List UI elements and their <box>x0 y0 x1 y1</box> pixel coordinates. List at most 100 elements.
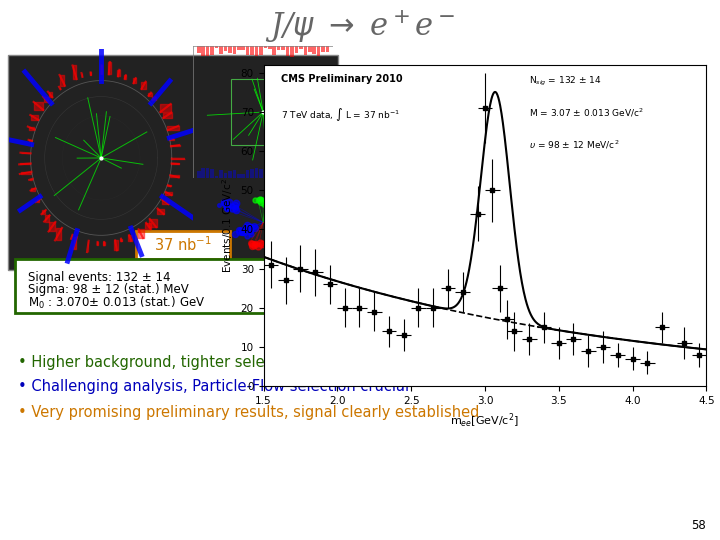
Point <box>299 232 310 240</box>
Bar <box>268 46 271 49</box>
Point <box>276 211 287 219</box>
Bar <box>215 46 218 48</box>
Point <box>266 215 278 224</box>
Point <box>246 239 257 247</box>
Y-axis label: Events/0.1 GeV/c$^2$: Events/0.1 GeV/c$^2$ <box>220 178 235 273</box>
Point <box>230 203 242 212</box>
Point <box>249 239 261 248</box>
Point <box>282 229 294 238</box>
Bar <box>312 46 316 54</box>
Point <box>269 214 281 223</box>
Point <box>229 230 240 238</box>
Bar <box>264 176 267 178</box>
Point <box>300 233 311 242</box>
Point <box>255 239 266 248</box>
Point <box>222 201 234 210</box>
Point <box>245 230 256 239</box>
Point <box>274 217 285 225</box>
Point <box>291 234 302 242</box>
Point <box>234 225 246 233</box>
Point <box>230 204 241 212</box>
Bar <box>255 168 258 178</box>
Bar <box>237 174 240 178</box>
Text: 7 TeV data, $\int$ L = 37 nb$^{-1}$: 7 TeV data, $\int$ L = 37 nb$^{-1}$ <box>282 106 400 124</box>
Text: N$_{sig}$ = 132 $\pm$ 14: N$_{sig}$ = 132 $\pm$ 14 <box>529 75 602 87</box>
Point <box>290 212 302 221</box>
Bar <box>317 46 320 56</box>
Bar <box>197 46 201 53</box>
Point <box>273 214 284 223</box>
Point <box>248 242 259 251</box>
Point <box>249 224 261 232</box>
Text: • Higher background, tighter selection compared to muon channel: • Higher background, tighter selection c… <box>18 354 508 369</box>
Point <box>280 211 292 220</box>
Bar <box>312 170 316 178</box>
Bar <box>241 174 245 178</box>
Text: 37 nb$^{-1}$: 37 nb$^{-1}$ <box>154 235 212 254</box>
Point <box>281 216 292 225</box>
Point <box>290 232 302 241</box>
Point <box>219 197 230 206</box>
Point <box>271 212 283 220</box>
Point <box>254 194 266 203</box>
Point <box>271 212 283 220</box>
Point <box>221 204 233 212</box>
Bar <box>202 168 205 178</box>
Point <box>275 212 287 221</box>
Point <box>241 220 253 229</box>
Point <box>229 200 240 209</box>
Point <box>241 232 253 240</box>
Bar <box>231 79 295 145</box>
Bar <box>259 169 263 178</box>
Bar <box>246 170 249 178</box>
Bar <box>228 46 232 53</box>
Point <box>244 227 256 235</box>
Point <box>266 212 278 220</box>
Point <box>249 196 261 205</box>
Bar <box>233 46 236 54</box>
Bar <box>259 46 263 55</box>
Bar <box>255 46 258 56</box>
Point <box>253 196 264 205</box>
Point <box>287 213 299 222</box>
Text: Sigma: 98 ± 12 (stat.) MeV: Sigma: 98 ± 12 (stat.) MeV <box>28 284 189 296</box>
Bar <box>224 173 228 178</box>
Bar <box>220 46 222 55</box>
Point <box>263 215 274 224</box>
Point <box>221 204 233 213</box>
Bar <box>197 171 201 178</box>
Point <box>248 222 260 231</box>
Bar <box>246 46 249 55</box>
Point <box>292 238 303 246</box>
Bar <box>286 46 289 56</box>
Point <box>218 198 230 207</box>
Bar <box>241 46 245 50</box>
Point <box>279 218 291 227</box>
Point <box>239 222 251 231</box>
Point <box>256 240 268 248</box>
Point <box>256 198 267 206</box>
Point <box>274 218 286 227</box>
Bar <box>233 170 236 178</box>
Text: M = 3.07 $\pm$ 0.013 GeV/c$^2$: M = 3.07 $\pm$ 0.013 GeV/c$^2$ <box>529 106 644 119</box>
Bar <box>317 168 320 178</box>
Point <box>274 207 285 215</box>
Bar <box>210 168 214 178</box>
Bar <box>251 46 254 55</box>
Bar <box>282 46 285 50</box>
Bar <box>277 174 281 178</box>
Point <box>242 222 253 231</box>
Point <box>297 231 308 240</box>
Bar <box>277 46 281 50</box>
Point <box>220 201 232 210</box>
Point <box>244 222 256 231</box>
Point <box>282 212 293 221</box>
Bar <box>299 46 302 50</box>
Text: M$_0$ : 3.070± 0.013 (stat.) GeV: M$_0$ : 3.070± 0.013 (stat.) GeV <box>28 295 205 311</box>
Bar <box>304 46 307 55</box>
Bar <box>321 46 325 52</box>
Point <box>233 228 244 237</box>
Bar <box>237 46 240 50</box>
Point <box>287 215 298 224</box>
Point <box>274 219 286 227</box>
